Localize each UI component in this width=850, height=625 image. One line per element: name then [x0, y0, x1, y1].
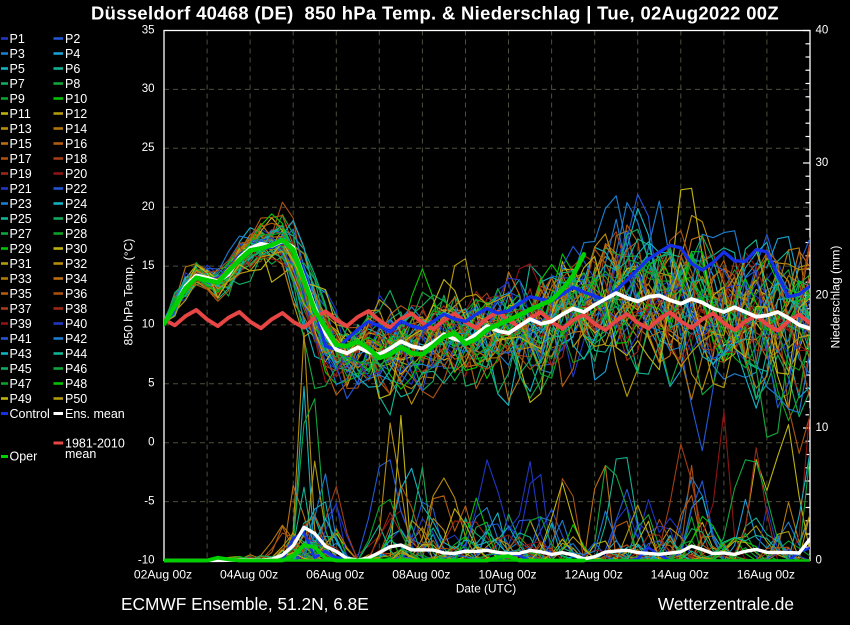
svg-text:0: 0 — [148, 437, 154, 449]
svg-text:P37: P37 — [10, 302, 32, 316]
svg-text:06Aug 00z: 06Aug 00z — [306, 567, 364, 581]
svg-text:P1: P1 — [10, 32, 25, 46]
svg-text:25: 25 — [142, 142, 155, 154]
svg-text:Ens. mean: Ens. mean — [65, 407, 125, 421]
svg-text:P44: P44 — [65, 347, 87, 361]
svg-text:10: 10 — [816, 422, 829, 434]
svg-text:P20: P20 — [65, 167, 87, 181]
svg-text:P19: P19 — [10, 167, 32, 181]
svg-text:10: 10 — [142, 319, 155, 331]
svg-text:P9: P9 — [10, 92, 25, 106]
svg-text:P12: P12 — [65, 107, 87, 121]
svg-text:P27: P27 — [10, 227, 32, 241]
svg-text:5: 5 — [148, 378, 154, 390]
svg-text:P47: P47 — [10, 377, 32, 391]
svg-text:16Aug 00z: 16Aug 00z — [737, 567, 795, 581]
svg-text:P13: P13 — [10, 122, 32, 136]
svg-text:P30: P30 — [65, 242, 87, 256]
svg-text:30: 30 — [816, 157, 829, 169]
svg-text:-10: -10 — [138, 554, 155, 566]
svg-text:P26: P26 — [65, 212, 87, 226]
svg-text:14Aug 00z: 14Aug 00z — [651, 567, 709, 581]
svg-text:20: 20 — [142, 201, 155, 213]
svg-text:P35: P35 — [10, 287, 32, 301]
svg-text:Wetterzentrale.de: Wetterzentrale.de — [658, 594, 794, 614]
svg-text:35: 35 — [142, 24, 155, 36]
svg-text:P3: P3 — [10, 47, 25, 61]
svg-text:P14: P14 — [65, 122, 87, 136]
svg-text:P45: P45 — [10, 362, 32, 376]
svg-text:10Aug 00z: 10Aug 00z — [478, 567, 536, 581]
svg-text:P32: P32 — [65, 257, 87, 271]
svg-text:0: 0 — [816, 554, 822, 566]
svg-text:P2: P2 — [65, 32, 80, 46]
svg-text:Düsseldorf 40468 (DE) 850 hPa: Düsseldorf 40468 (DE) 850 hPa Temp. & Ni… — [91, 3, 779, 24]
svg-text:Oper: Oper — [10, 449, 38, 463]
svg-text:P42: P42 — [65, 332, 87, 346]
svg-text:P36: P36 — [65, 287, 87, 301]
svg-text:P22: P22 — [65, 182, 87, 196]
svg-text:P7: P7 — [10, 77, 25, 91]
svg-text:P15: P15 — [10, 137, 32, 151]
svg-text:P46: P46 — [65, 362, 87, 376]
svg-text:Niederschlag (mm): Niederschlag (mm) — [829, 246, 843, 349]
svg-text:P21: P21 — [10, 182, 32, 196]
svg-text:1981-2010: 1981-2010 — [65, 436, 125, 450]
svg-text:P49: P49 — [10, 392, 32, 406]
svg-text:04Aug 00z: 04Aug 00z — [220, 567, 278, 581]
svg-text:P23: P23 — [10, 197, 32, 211]
svg-text:12Aug 00z: 12Aug 00z — [565, 567, 623, 581]
svg-text:P33: P33 — [10, 272, 32, 286]
svg-text:P11: P11 — [10, 107, 31, 121]
svg-text:Control: Control — [10, 407, 50, 421]
svg-text:P5: P5 — [10, 62, 25, 76]
svg-text:15: 15 — [142, 260, 155, 272]
svg-text:P48: P48 — [65, 377, 87, 391]
svg-text:P25: P25 — [10, 212, 32, 226]
svg-text:P4: P4 — [65, 47, 80, 61]
svg-text:20: 20 — [816, 289, 829, 301]
svg-text:P39: P39 — [10, 317, 32, 331]
svg-text:-5: -5 — [144, 495, 154, 507]
svg-text:P40: P40 — [65, 317, 87, 331]
svg-text:P50: P50 — [65, 392, 87, 406]
svg-text:P31: P31 — [10, 257, 32, 271]
svg-text:P38: P38 — [65, 302, 87, 316]
svg-text:P8: P8 — [65, 77, 80, 91]
svg-text:P24: P24 — [65, 197, 87, 211]
svg-text:30: 30 — [142, 83, 155, 95]
svg-text:P29: P29 — [10, 242, 32, 256]
svg-text:P6: P6 — [65, 62, 80, 76]
svg-text:P18: P18 — [65, 152, 87, 166]
svg-text:mean: mean — [65, 447, 96, 461]
svg-text:40: 40 — [816, 24, 829, 36]
svg-text:ECMWF Ensemble, 51.2N, 6.8E: ECMWF Ensemble, 51.2N, 6.8E — [121, 594, 369, 614]
svg-text:P10: P10 — [65, 92, 87, 106]
svg-text:P41: P41 — [10, 332, 32, 346]
svg-text:02Aug 00z: 02Aug 00z — [134, 567, 192, 581]
svg-text:P28: P28 — [65, 227, 87, 241]
svg-text:P34: P34 — [65, 272, 87, 286]
svg-text:08Aug 00z: 08Aug 00z — [392, 567, 450, 581]
svg-text:P16: P16 — [65, 137, 87, 151]
svg-text:P43: P43 — [10, 347, 32, 361]
svg-text:P17: P17 — [10, 152, 32, 166]
svg-text:850 hPa Temp. (°C): 850 hPa Temp. (°C) — [122, 239, 136, 346]
svg-text:Date (UTC): Date (UTC) — [456, 582, 516, 596]
